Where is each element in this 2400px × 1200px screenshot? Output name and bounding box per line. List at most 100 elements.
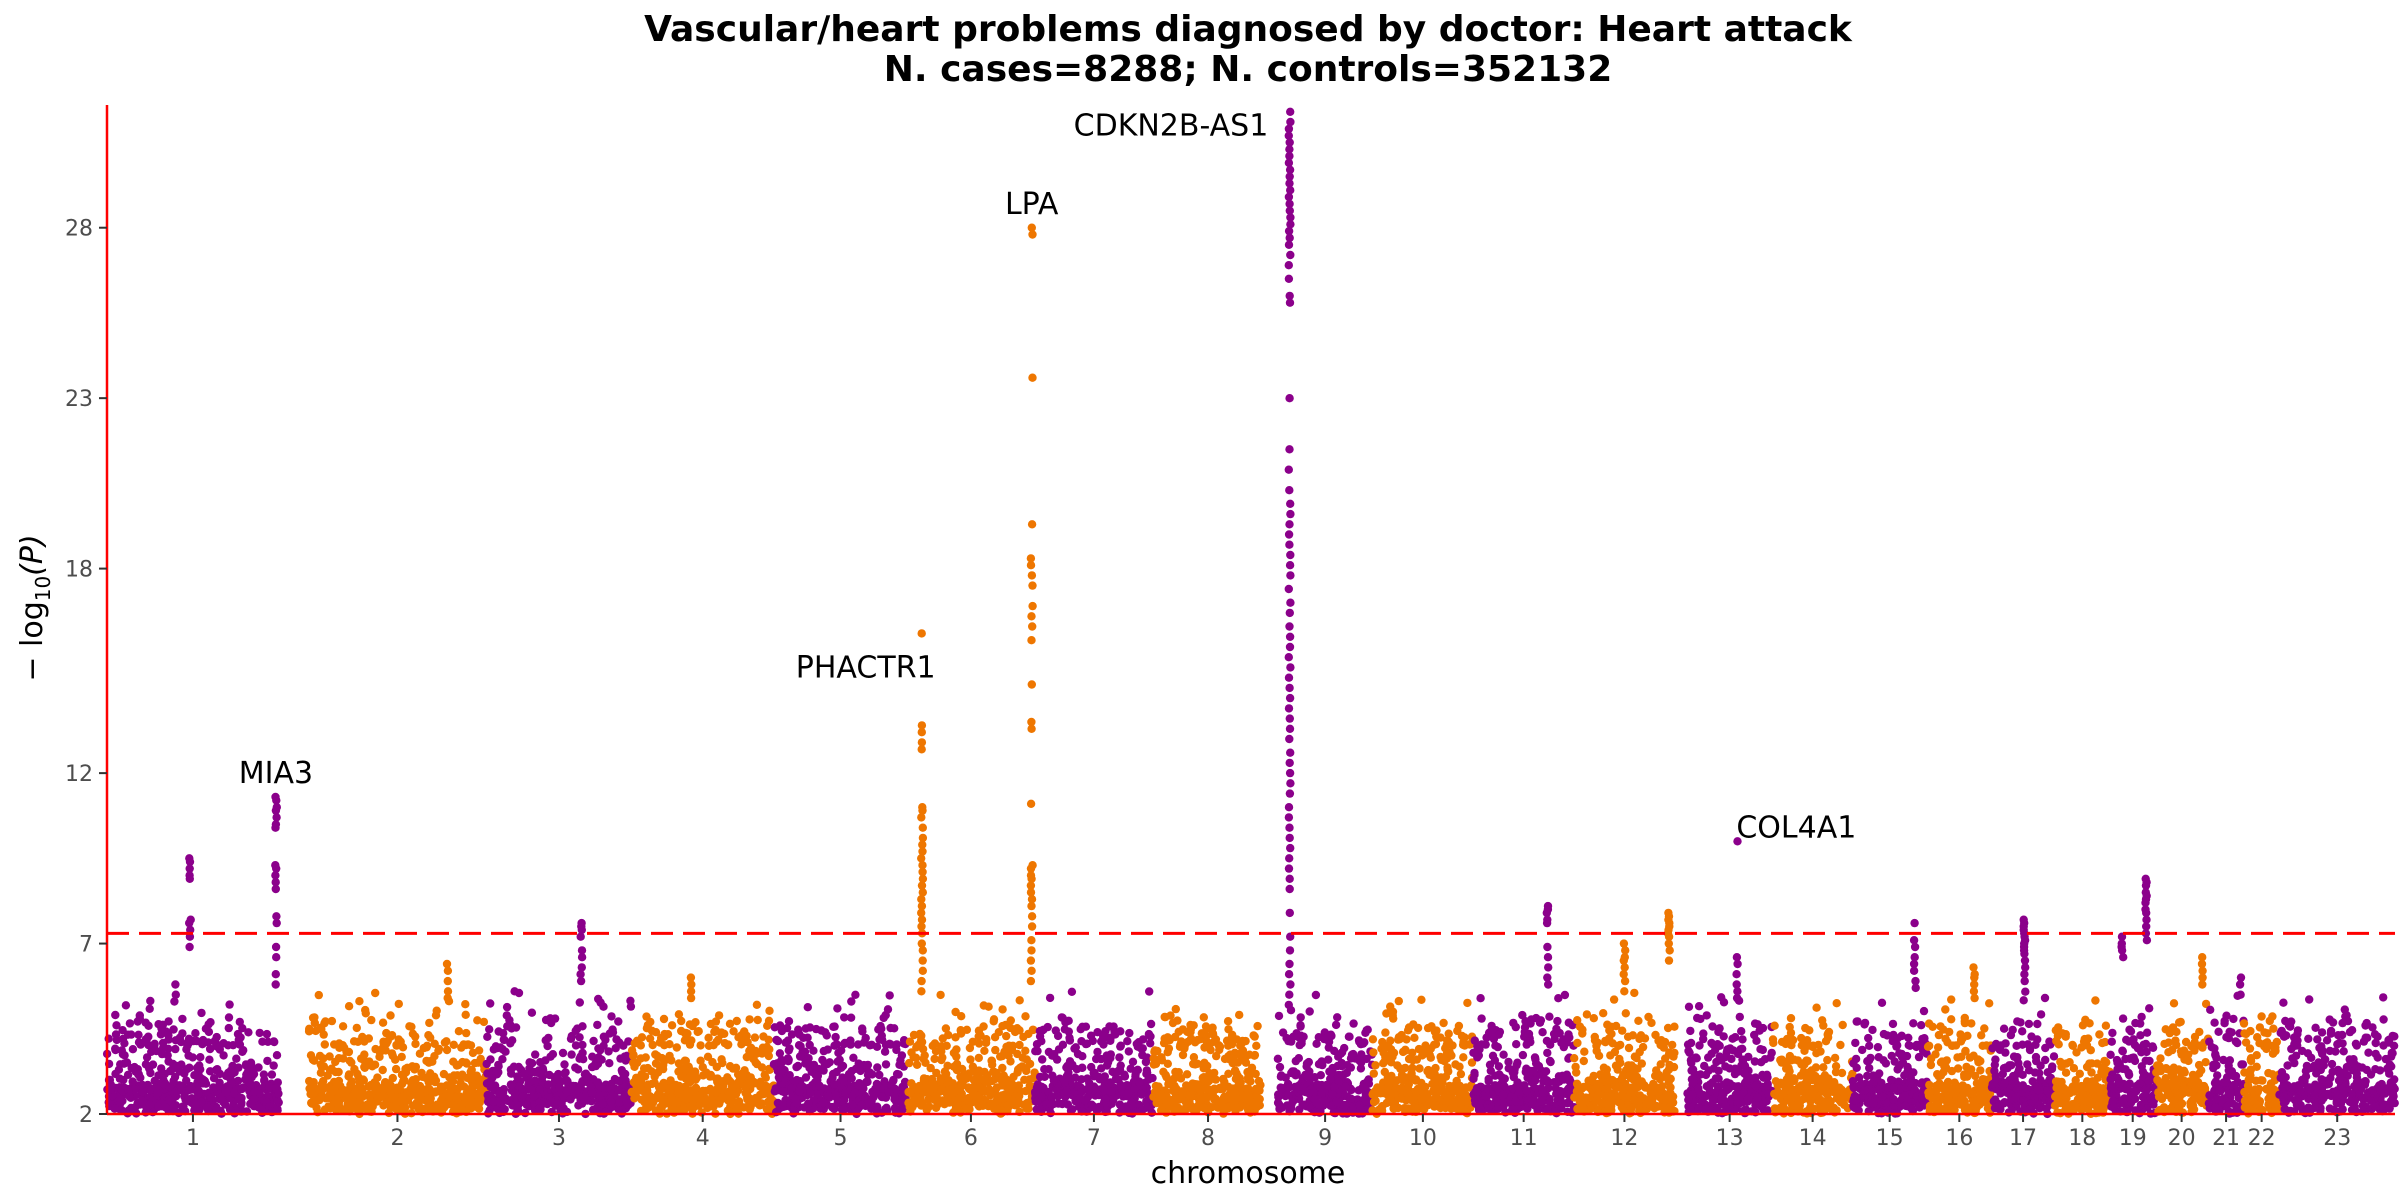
data-point xyxy=(989,1015,999,1024)
data-point xyxy=(405,1022,414,1031)
data-point xyxy=(942,1041,951,1051)
data-point xyxy=(1631,1072,1640,1081)
data-point xyxy=(750,1033,760,1042)
data-point xyxy=(526,1058,535,1068)
data-point xyxy=(398,1103,407,1113)
data-point xyxy=(1155,1095,1164,1105)
data-point xyxy=(835,1055,844,1065)
data-point xyxy=(522,1100,531,1109)
data-point xyxy=(120,1039,129,1048)
data-point xyxy=(1626,1108,1636,1117)
data-point xyxy=(957,1064,967,1074)
data-point xyxy=(1369,1048,1378,1057)
data-point xyxy=(258,1037,267,1046)
data-point xyxy=(460,1082,469,1091)
data-point xyxy=(306,1051,316,1060)
data-point xyxy=(426,1069,435,1078)
data-point xyxy=(438,1093,447,1103)
data-point xyxy=(425,1018,434,1028)
data-point xyxy=(1356,1105,1365,1114)
data-point xyxy=(224,1013,234,1022)
data-point xyxy=(1171,1067,1180,1077)
data-point xyxy=(905,1037,915,1046)
data-point xyxy=(1310,1095,1320,1104)
data-point xyxy=(583,1074,592,1083)
data-point xyxy=(1065,1036,1075,1045)
data-point xyxy=(1635,1034,1644,1044)
data-point xyxy=(555,1082,564,1092)
data-point xyxy=(630,1094,639,1103)
data-point xyxy=(468,1082,478,1092)
data-point xyxy=(152,1046,161,1056)
data-point xyxy=(857,1100,866,1110)
data-point xyxy=(1611,1021,1621,1031)
data-point xyxy=(1401,1046,1410,1055)
data-point xyxy=(335,1039,344,1048)
data-point xyxy=(1665,1060,1674,1070)
data-point xyxy=(571,1026,580,1036)
data-point xyxy=(386,1011,395,1020)
data-point xyxy=(361,1009,370,1018)
data-point xyxy=(244,1028,253,1037)
data-point xyxy=(1115,1053,1124,1062)
data-point xyxy=(974,1100,983,1110)
data-point xyxy=(320,1040,329,1049)
data-point xyxy=(502,1011,511,1020)
data-point xyxy=(1606,1075,1616,1085)
data-point xyxy=(734,1033,743,1042)
data-point xyxy=(840,1013,849,1022)
data-point xyxy=(1513,1058,1522,1067)
data-point xyxy=(636,1041,645,1050)
data-point xyxy=(559,1105,569,1114)
data-point xyxy=(1498,1090,1508,1100)
data-point xyxy=(1212,1051,1221,1061)
data-point xyxy=(1166,1011,1175,1020)
data-point xyxy=(424,1031,433,1040)
data-point xyxy=(665,1040,674,1049)
data-point xyxy=(897,1051,907,1060)
chromosome-2-points xyxy=(304,988,491,1119)
data-point xyxy=(964,1095,973,1104)
data-point xyxy=(547,1097,556,1106)
data-point xyxy=(449,1057,458,1066)
data-point xyxy=(883,1005,893,1014)
data-point xyxy=(575,1033,584,1042)
data-point xyxy=(527,1085,536,1095)
data-point xyxy=(1132,1039,1142,1049)
data-point xyxy=(745,1015,754,1024)
data-point xyxy=(1006,1095,1015,1104)
data-point xyxy=(881,1040,891,1050)
data-point xyxy=(342,1087,351,1096)
data-point xyxy=(608,1025,617,1034)
data-point xyxy=(1058,1013,1067,1022)
data-point xyxy=(1767,1048,1776,1058)
data-point xyxy=(831,1032,840,1042)
data-point xyxy=(1219,1074,1228,1084)
data-point xyxy=(1495,1070,1504,1079)
data-point xyxy=(1330,1083,1339,1092)
data-point xyxy=(1572,1068,1581,1077)
data-point xyxy=(1199,1064,1208,1073)
data-point xyxy=(951,1007,960,1017)
data-point xyxy=(468,1048,478,1058)
data-point xyxy=(396,1097,405,1106)
data-point xyxy=(1504,1064,1513,1073)
data-point xyxy=(1413,1023,1423,1033)
data-point xyxy=(872,1042,882,1052)
data-point xyxy=(1421,1041,1430,1050)
data-point xyxy=(1137,1090,1146,1099)
data-point xyxy=(408,1029,418,1039)
data-point xyxy=(1305,1007,1314,1016)
data-point xyxy=(151,1083,160,1093)
data-point xyxy=(119,1059,129,1068)
data-point xyxy=(1599,1009,1608,1018)
data-point xyxy=(847,1074,856,1083)
data-point xyxy=(681,1074,691,1083)
data-point xyxy=(164,1057,173,1066)
data-point xyxy=(665,1051,674,1061)
data-point xyxy=(1386,1094,1395,1104)
data-point xyxy=(442,1045,452,1055)
data-point xyxy=(1316,1071,1326,1080)
data-point xyxy=(1287,1100,1296,1109)
